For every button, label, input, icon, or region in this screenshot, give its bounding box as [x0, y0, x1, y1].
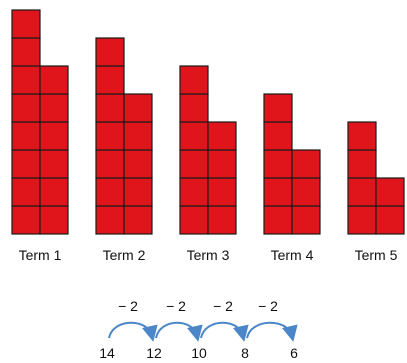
unit-square [207, 121, 237, 151]
unit-square [291, 149, 321, 179]
unit-square [347, 205, 377, 235]
term-1-blocks [11, 9, 69, 235]
unit-square [375, 205, 405, 235]
unit-square [207, 205, 237, 235]
unit-square [95, 37, 125, 67]
unit-square [95, 121, 125, 151]
difference-arrow [200, 321, 249, 342]
unit-square [11, 93, 41, 123]
sequence-value-5: 6 [290, 345, 298, 361]
unit-square [263, 149, 293, 179]
sequence-value-2: 12 [146, 345, 162, 361]
unit-square [11, 149, 41, 179]
unit-square [179, 93, 209, 123]
unit-square [95, 177, 125, 207]
unit-square [123, 205, 153, 235]
unit-square [207, 149, 237, 179]
sequence-value-3: 10 [191, 345, 207, 361]
unit-square [11, 37, 41, 67]
unit-square [123, 93, 153, 123]
unit-square [11, 65, 41, 95]
unit-square [123, 177, 153, 207]
term-3-label: Term 3 [186, 247, 230, 263]
unit-square [95, 149, 125, 179]
term-2-label: Term 2 [102, 247, 146, 263]
unit-square [39, 121, 69, 151]
unit-square [11, 9, 41, 39]
term-2-blocks [95, 37, 153, 235]
unit-square [123, 121, 153, 151]
unit-square [179, 177, 209, 207]
term-4-blocks [263, 93, 321, 235]
unit-square [95, 205, 125, 235]
unit-square [95, 65, 125, 95]
unit-square [207, 177, 237, 207]
term-5-blocks [347, 121, 405, 235]
unit-square [291, 205, 321, 235]
difference-arrow [155, 321, 203, 342]
unit-square [11, 177, 41, 207]
term-3-blocks [179, 65, 237, 235]
unit-square [179, 205, 209, 235]
difference-1: − 2 [118, 298, 138, 314]
unit-square [39, 149, 69, 179]
unit-square [11, 121, 41, 151]
term-4-label: Term 4 [270, 247, 314, 263]
unit-square [179, 65, 209, 95]
unit-square [179, 121, 209, 151]
unit-square [11, 205, 41, 235]
unit-square [263, 121, 293, 151]
unit-square [39, 205, 69, 235]
difference-arrow [108, 321, 158, 342]
unit-square [123, 149, 153, 179]
unit-square [291, 177, 321, 207]
unit-square [263, 205, 293, 235]
unit-square [263, 93, 293, 123]
unit-square [375, 177, 405, 207]
unit-square [347, 121, 377, 151]
term-1-label: Term 1 [18, 247, 62, 263]
unit-square [95, 93, 125, 123]
unit-square [347, 177, 377, 207]
difference-arrow [246, 321, 298, 342]
term-5-label: Term 5 [354, 247, 398, 263]
unit-square [347, 149, 377, 179]
difference-4: − 2 [258, 298, 278, 314]
difference-2: − 2 [166, 298, 186, 314]
unit-square [39, 65, 69, 95]
unit-square [39, 93, 69, 123]
unit-square [179, 149, 209, 179]
difference-3: − 2 [213, 298, 233, 314]
unit-square [39, 177, 69, 207]
sequence-value-4: 8 [241, 345, 249, 361]
sequence-value-1: 14 [99, 345, 115, 361]
unit-square [263, 177, 293, 207]
